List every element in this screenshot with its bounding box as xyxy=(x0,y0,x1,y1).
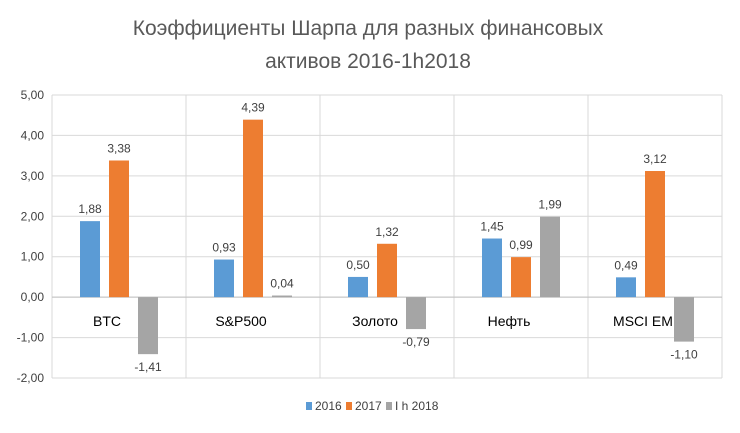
y-tick-label: 3,00 xyxy=(21,169,45,183)
data-label: 3,12 xyxy=(643,152,667,166)
legend-label: 2016 xyxy=(315,399,342,413)
data-label: 1,88 xyxy=(78,202,102,216)
bar xyxy=(482,238,502,298)
data-label: 0,50 xyxy=(346,258,370,272)
legend-swatch xyxy=(386,402,392,410)
data-label: 0,99 xyxy=(509,238,533,252)
bar xyxy=(645,171,665,298)
data-label: 1,32 xyxy=(375,225,399,239)
bar xyxy=(674,297,694,342)
data-label: -0,79 xyxy=(402,335,430,349)
data-label: 0,04 xyxy=(270,277,294,291)
bar xyxy=(80,221,100,298)
chart-title-line-1: Коэффициенты Шарпа для разных финансовых xyxy=(133,17,604,40)
bar xyxy=(540,216,560,298)
bars xyxy=(80,119,694,355)
bar xyxy=(511,257,531,298)
legend-swatch xyxy=(346,402,352,410)
y-tick-label: -1,00 xyxy=(17,331,45,345)
y-tick-label: 1,00 xyxy=(21,250,45,264)
data-label: 1,45 xyxy=(480,220,504,234)
category-label: Нефть xyxy=(488,313,531,329)
y-tick-label: 2,00 xyxy=(21,209,45,223)
legend-label: I h 2018 xyxy=(395,399,439,413)
data-labels: 1,88 3,38 -1,41 0,93 4,39 0,04 0,50 1,32 -0,79 1,… xyxy=(78,101,698,374)
y-tick-label: 4,00 xyxy=(21,128,45,142)
data-label: 0,49 xyxy=(614,258,638,272)
category-label: MSCI EM xyxy=(613,313,673,329)
data-label: -1,10 xyxy=(670,348,698,362)
bar xyxy=(348,276,368,298)
category-labels: BTC S&P500 Золото Нефть MSCI EM xyxy=(93,313,673,329)
bar xyxy=(109,160,129,298)
bar xyxy=(406,297,426,330)
bar xyxy=(616,277,636,298)
legend-label: 2017 xyxy=(355,399,382,413)
data-label: 4,39 xyxy=(241,101,265,115)
bar xyxy=(377,243,397,298)
legend-swatch xyxy=(306,402,312,410)
bar xyxy=(138,297,158,355)
bar xyxy=(272,295,292,298)
category-label: S&P500 xyxy=(215,313,267,329)
y-axis-ticks: 5,00 4,00 3,00 2,00 1,00 0,00 -1,00 -2,00 xyxy=(17,88,45,385)
data-label: 3,38 xyxy=(107,141,131,155)
data-label: 0,93 xyxy=(212,241,236,255)
y-tick-label: -2,00 xyxy=(17,371,45,385)
category-label: BTC xyxy=(93,313,121,329)
legend: 2016 2017 I h 2018 xyxy=(306,399,439,413)
data-label: 1,99 xyxy=(538,198,562,212)
y-tick-label: 0,00 xyxy=(21,290,45,304)
bar xyxy=(243,119,263,298)
y-tick-label: 5,00 xyxy=(21,88,45,102)
chart-title-line-2: активов 2016-1h2018 xyxy=(265,50,471,73)
category-label: Золото xyxy=(352,313,398,329)
bar xyxy=(214,259,234,298)
data-label: -1,41 xyxy=(134,360,162,374)
